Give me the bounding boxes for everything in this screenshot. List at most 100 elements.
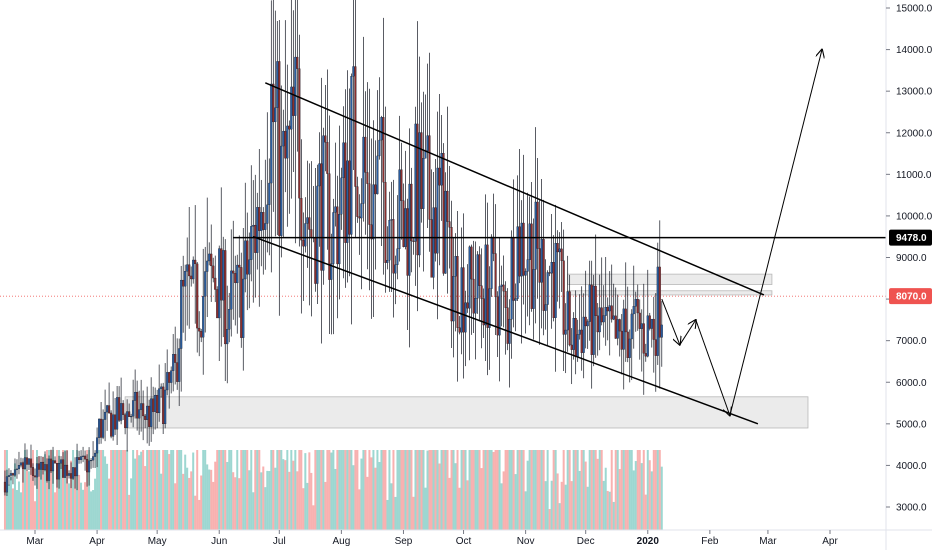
candle-body	[472, 278, 475, 314]
price-tick-label: 14000.0	[896, 45, 932, 56]
candle-body	[104, 411, 107, 420]
volume-bar	[582, 450, 585, 530]
candle-body	[304, 223, 307, 247]
candle-body	[476, 254, 479, 299]
candle-body	[448, 221, 451, 228]
candle-body	[148, 405, 151, 427]
volume-bar	[500, 483, 503, 530]
candle-body	[234, 273, 237, 284]
volume-bar	[23, 450, 26, 530]
candle-body	[374, 184, 377, 195]
volume-bar	[202, 450, 205, 530]
candle-body	[412, 240, 415, 242]
candle-body	[74, 467, 77, 477]
price-tick-label: 5000.0	[896, 419, 927, 430]
volume-bar	[94, 478, 97, 530]
candle-body	[49, 458, 53, 472]
candle-body	[228, 309, 231, 330]
candle-body	[592, 285, 595, 355]
zone-box-2	[567, 273, 773, 285]
volume-bar	[54, 492, 57, 530]
volume-bar	[482, 450, 485, 530]
candle-body	[514, 298, 517, 301]
volume-bar	[82, 489, 85, 530]
zone-box-3	[567, 290, 773, 296]
candle-body	[254, 224, 257, 253]
volume-bar	[466, 480, 469, 530]
candle-body	[76, 457, 79, 477]
volume-bar	[86, 450, 89, 530]
volume-bar	[636, 450, 639, 530]
volume-bar	[34, 501, 36, 530]
candle-body	[232, 270, 235, 274]
candle-body	[574, 318, 577, 357]
volume-bar	[70, 460, 73, 530]
volume-bar	[438, 463, 441, 530]
candle-body	[360, 203, 363, 219]
candle-body	[604, 307, 607, 316]
candle-body	[520, 222, 523, 277]
candle-body	[344, 142, 347, 243]
candle-body	[324, 135, 327, 143]
volume-bar	[512, 450, 515, 530]
candle-body	[566, 291, 569, 331]
volume-bar	[628, 450, 631, 530]
candle-body	[642, 323, 645, 354]
candle-body	[194, 259, 197, 265]
candle-body	[244, 240, 247, 280]
volume-bar	[310, 472, 313, 530]
volume-bar	[408, 450, 411, 530]
volume-bar	[220, 450, 223, 530]
volume-bar	[68, 483, 71, 530]
volume-bar	[646, 450, 649, 530]
volume-bar	[178, 450, 181, 530]
volume-bar	[540, 450, 543, 530]
volume-bar	[116, 450, 119, 530]
candle-body	[33, 475, 37, 478]
candle-body	[192, 259, 195, 280]
candle-body	[39, 461, 43, 470]
candle-body	[5, 476, 9, 493]
volume-bar	[420, 450, 423, 530]
candle-body	[348, 160, 351, 235]
volume-bar	[264, 487, 267, 530]
candle-body	[362, 136, 365, 204]
volume-bar	[192, 452, 195, 530]
candle-body	[260, 212, 263, 231]
candle-body	[144, 415, 147, 420]
volume-bar	[602, 480, 605, 530]
candle-body	[632, 306, 635, 315]
volume-bar	[114, 450, 117, 530]
volume-bar	[594, 450, 597, 530]
candle-body	[96, 437, 99, 454]
candle-body	[41, 461, 45, 470]
candle-body	[182, 279, 185, 287]
volume-bar	[524, 491, 527, 530]
candle-body	[384, 182, 387, 263]
volume-bar	[508, 450, 511, 530]
candle-body	[226, 329, 229, 345]
candle-body	[588, 284, 591, 322]
volume-bar	[590, 450, 593, 530]
candle-body	[198, 327, 201, 332]
volume-bar	[418, 450, 421, 530]
candle-body	[418, 132, 421, 256]
volume-bar	[510, 450, 513, 530]
volume-bar	[206, 464, 209, 530]
candle-body	[330, 263, 333, 280]
candle-body	[540, 239, 543, 283]
candle-body	[450, 227, 453, 322]
volume-bar	[190, 471, 193, 530]
volume-bar	[15, 490, 18, 530]
volume-bar	[502, 471, 505, 530]
candle-body	[606, 307, 609, 312]
candle-body	[248, 259, 251, 275]
candle-body	[136, 391, 139, 419]
volume-bar	[430, 450, 433, 530]
volume-bar	[296, 471, 299, 530]
volume-bar	[460, 450, 463, 530]
candle-body	[570, 344, 573, 350]
candle-body	[252, 224, 255, 227]
volume-bar	[440, 450, 443, 530]
